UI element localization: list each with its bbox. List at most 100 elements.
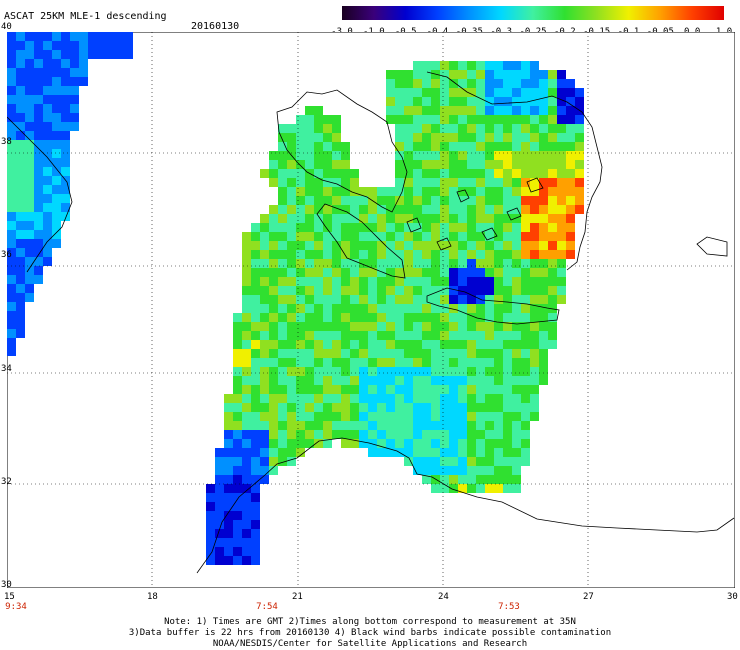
data-cell — [512, 295, 521, 304]
data-cell — [305, 124, 314, 133]
data-cell — [25, 176, 34, 185]
map-title: ASCAT 25KM MLE-1 descending — [4, 11, 167, 22]
data-cell — [314, 250, 323, 259]
data-cell — [341, 394, 350, 403]
data-cell — [458, 475, 467, 484]
data-cell — [323, 205, 332, 214]
data-cell — [296, 376, 305, 385]
data-cell — [377, 223, 386, 232]
data-cell — [449, 313, 458, 322]
data-cell — [458, 232, 467, 241]
data-cell — [323, 169, 332, 178]
data-cell — [485, 97, 494, 106]
data-cell — [485, 160, 494, 169]
data-cell — [323, 367, 332, 376]
data-cell — [449, 475, 458, 484]
data-cell — [530, 88, 539, 97]
data-cell — [566, 232, 575, 241]
data-cell — [278, 457, 287, 466]
data-cell — [16, 203, 25, 212]
data-cell — [422, 70, 431, 79]
data-cell — [305, 358, 314, 367]
data-cell — [251, 313, 260, 322]
data-cell — [242, 313, 251, 322]
data-cell — [521, 286, 530, 295]
data-cell — [296, 124, 305, 133]
data-cell — [530, 160, 539, 169]
data-cell — [440, 484, 449, 493]
data-cell — [548, 232, 557, 241]
data-cell — [521, 223, 530, 232]
data-cell — [404, 196, 413, 205]
data-cell — [224, 493, 233, 502]
data-cell — [539, 358, 548, 367]
data-cell — [440, 358, 449, 367]
data-cell — [404, 160, 413, 169]
data-cell — [242, 394, 251, 403]
data-cell — [359, 340, 368, 349]
data-cell — [323, 133, 332, 142]
data-cell — [449, 61, 458, 70]
data-cell — [575, 196, 584, 205]
data-cell — [485, 178, 494, 187]
data-cell — [440, 151, 449, 160]
data-cell — [539, 268, 548, 277]
data-cell — [467, 412, 476, 421]
data-cell — [278, 232, 287, 241]
data-cell — [458, 322, 467, 331]
data-cell — [539, 79, 548, 88]
data-cell — [548, 340, 557, 349]
data-cell — [377, 268, 386, 277]
data-cell — [440, 403, 449, 412]
data-cell — [7, 77, 16, 86]
data-cell — [413, 97, 422, 106]
data-cell — [404, 457, 413, 466]
data-cell — [539, 187, 548, 196]
data-cell — [440, 313, 449, 322]
data-cell — [16, 329, 25, 338]
data-cell — [530, 232, 539, 241]
data-cell — [386, 97, 395, 106]
data-cell — [431, 214, 440, 223]
data-cell — [467, 187, 476, 196]
data-cell — [395, 88, 404, 97]
data-cell — [413, 430, 422, 439]
data-cell — [16, 275, 25, 284]
data-cell — [422, 475, 431, 484]
data-cell — [350, 412, 359, 421]
data-cell — [467, 448, 476, 457]
data-cell — [494, 412, 503, 421]
data-cell — [25, 293, 34, 302]
data-cell — [494, 97, 503, 106]
data-cell — [242, 430, 251, 439]
data-cell — [539, 160, 548, 169]
data-cell — [449, 160, 458, 169]
data-cell — [467, 196, 476, 205]
data-cell — [539, 295, 548, 304]
data-cell — [25, 122, 34, 131]
data-cell — [512, 205, 521, 214]
data-cell — [494, 115, 503, 124]
data-cell — [25, 140, 34, 149]
data-cell — [368, 223, 377, 232]
data-cell — [7, 194, 16, 203]
data-cell — [124, 32, 133, 41]
data-cell — [503, 169, 512, 178]
data-cell — [305, 340, 314, 349]
data-cell — [242, 412, 251, 421]
data-cell — [512, 403, 521, 412]
data-cell — [431, 385, 440, 394]
data-cell — [386, 286, 395, 295]
data-cell — [467, 250, 476, 259]
data-cell — [386, 358, 395, 367]
data-cell — [458, 178, 467, 187]
data-cell — [224, 502, 233, 511]
data-cell — [521, 133, 530, 142]
data-cell — [260, 169, 269, 178]
data-cell — [404, 439, 413, 448]
data-cell — [386, 79, 395, 88]
data-cell — [34, 158, 43, 167]
data-cell — [566, 151, 575, 160]
data-cell — [539, 232, 548, 241]
data-cell — [521, 340, 530, 349]
